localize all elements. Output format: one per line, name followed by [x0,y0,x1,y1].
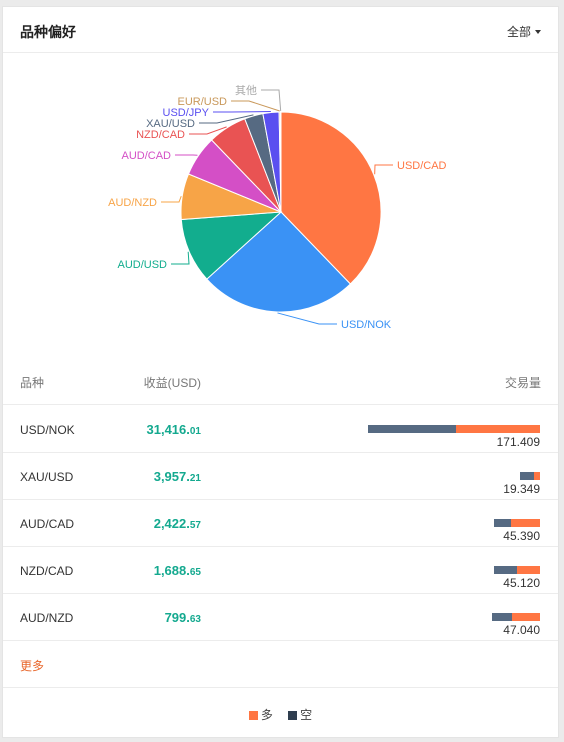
symbol-preference-card: 品种偏好 全部 USD/CAD USD/NOK AUD/USD AUD/NZD AUD/… [2,6,559,738]
pie-label: AUD/CAD [121,150,171,162]
legend-label-long: 多 [260,708,273,722]
pie-label: XAU/USD [146,118,195,130]
filter-dropdown[interactable]: 全部 [507,23,541,40]
long-segment [511,519,540,527]
caret-down-icon [535,30,541,34]
row-volume: 45.120 [503,576,540,590]
long-segment [517,566,540,574]
table-row: AUD/NZD 799.63 47.040 [3,594,558,641]
row-symbol: XAU/USD [20,470,74,484]
row-volume: 171.409 [496,435,540,449]
row-profit: 31,416.01 [146,422,202,437]
volume-bar [494,519,540,527]
short-segment [494,566,517,574]
more-link[interactable]: 更多 [20,659,45,673]
card-header: 品种偏好 全部 [3,7,558,53]
filter-label: 全部 [506,25,531,39]
long-segment [455,425,540,433]
row-symbol: NZD/CAD [20,564,74,578]
row-volume: 45.390 [503,529,540,543]
row-profit: 3,957.21 [153,469,201,484]
legend-item-short[interactable]: 空 [288,706,312,723]
pie-leader-line [171,251,190,265]
legend-swatch-short [288,711,298,720]
volume-bar [520,472,540,480]
pie-label: 其他 [235,84,257,97]
short-segment [368,425,456,433]
volume-bar [494,566,540,574]
pie-label: USD/NOK [341,319,392,331]
symbol-pie-chart: USD/CAD USD/NOK AUD/USD AUD/NZD AUD/CAD NZD/C… [108,84,447,331]
row-symbol: USD/NOK [20,423,75,437]
card-title: 品种偏好 [20,24,76,40]
pie-leader-line [199,114,254,124]
header-symbol: 品种 [20,376,45,390]
divider [3,687,558,688]
row-profit: 1,688.65 [153,563,201,578]
short-segment [492,613,513,621]
row-volume: 47.040 [503,623,540,637]
pie-leader-line [374,164,393,175]
volume-bar [368,425,540,433]
pie-leader-line [261,89,282,112]
pie-leader-line [189,126,227,135]
pie-label: EUR/USD [177,96,227,108]
header-profit: 收益(USD) [143,376,201,390]
chart-legend: 多 空 [3,706,558,723]
volume-bar [492,613,540,621]
pie-label: USD/CAD [397,160,447,172]
legend-item-long[interactable]: 多 [248,706,273,723]
header-volume: 交易量 [504,376,541,390]
row-volume: 19.349 [503,482,540,496]
pie-label: NZD/CAD [136,129,185,141]
table-row: NZD/CAD 1,688.65 45.120 [3,547,558,594]
pie-label: AUD/NZD [108,197,157,209]
table-row: USD/NOK 31,416.01 171.409 [3,406,558,453]
pie-leader-line [277,312,337,325]
table-header: 品种 收益(USD) 交易量 [3,367,558,405]
row-profit: 799.63 [164,610,201,625]
legend-swatch-long [248,711,258,720]
pie-leader-line [161,196,182,203]
long-segment [534,472,540,480]
row-profit: 2,422.57 [153,516,201,531]
table-row: XAU/USD 3,957.21 19.349 [3,453,558,500]
legend-label-short: 空 [300,708,313,722]
short-segment [520,472,534,480]
short-segment [494,519,512,527]
pie-slice-其他[interactable] [279,111,282,213]
table-row: AUD/CAD 2,422.57 45.390 [3,500,558,547]
row-symbol: AUD/NZD [20,611,74,625]
pie-leader-line [231,100,280,112]
pie-slice-usd-cad[interactable] [280,111,382,285]
long-segment [512,613,540,621]
symbol-table: USD/NOK 31,416.01 171.409 XAU/USD 3,957.… [3,406,558,641]
pie-label: USD/JPY [163,107,210,119]
pie-slice-usd-nok[interactable] [206,211,352,313]
pie-label: AUD/USD [117,259,167,271]
row-symbol: AUD/CAD [20,517,75,531]
